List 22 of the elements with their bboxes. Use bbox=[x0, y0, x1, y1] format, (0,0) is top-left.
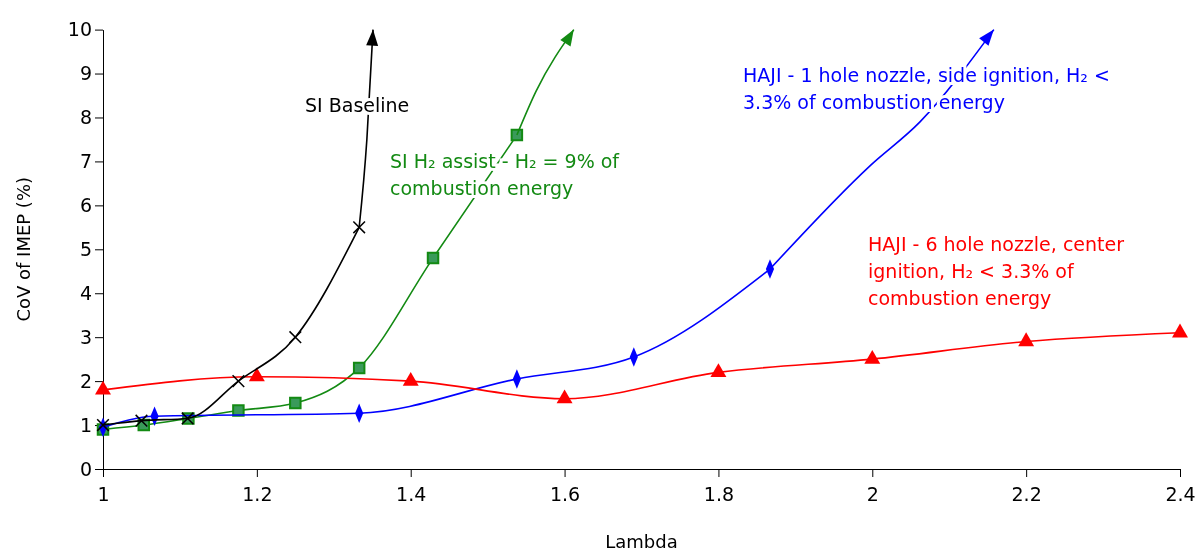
x-tick-label: 1.4 bbox=[396, 482, 427, 505]
y-tick-label: 2 bbox=[79, 369, 92, 392]
y-tick-label: 6 bbox=[79, 193, 92, 216]
series-label: HAJI - 6 hole nozzle, center ignition, H₂ < 3.3% of combustion energy bbox=[868, 233, 1125, 309]
y-tick-label: 5 bbox=[79, 237, 92, 260]
y-axis-title: CoV of IMEP (%) bbox=[13, 176, 34, 322]
x-tick-label: 2.4 bbox=[1165, 482, 1196, 505]
x-tick-label: 1.6 bbox=[549, 482, 581, 505]
x-tick-label: 1.8 bbox=[703, 482, 735, 505]
y-tick-label: 10 bbox=[67, 18, 92, 41]
y-tick-label: 7 bbox=[79, 150, 92, 172]
y-tick-label: 1 bbox=[79, 413, 92, 436]
x-tick-label: 2 bbox=[866, 482, 879, 505]
x-tick-label: 1 bbox=[97, 482, 110, 505]
x-axis-title: Lambda bbox=[605, 531, 678, 551]
y-tick-label: 9 bbox=[79, 62, 92, 85]
y-tick-label: 8 bbox=[79, 106, 92, 129]
y-tick-label: 3 bbox=[79, 325, 92, 348]
x-tick-label: 1.2 bbox=[242, 482, 273, 505]
x-tick-label: 2.2 bbox=[1011, 482, 1042, 505]
y-tick-label: 4 bbox=[79, 281, 92, 304]
y-tick-label: 0 bbox=[79, 457, 92, 480]
